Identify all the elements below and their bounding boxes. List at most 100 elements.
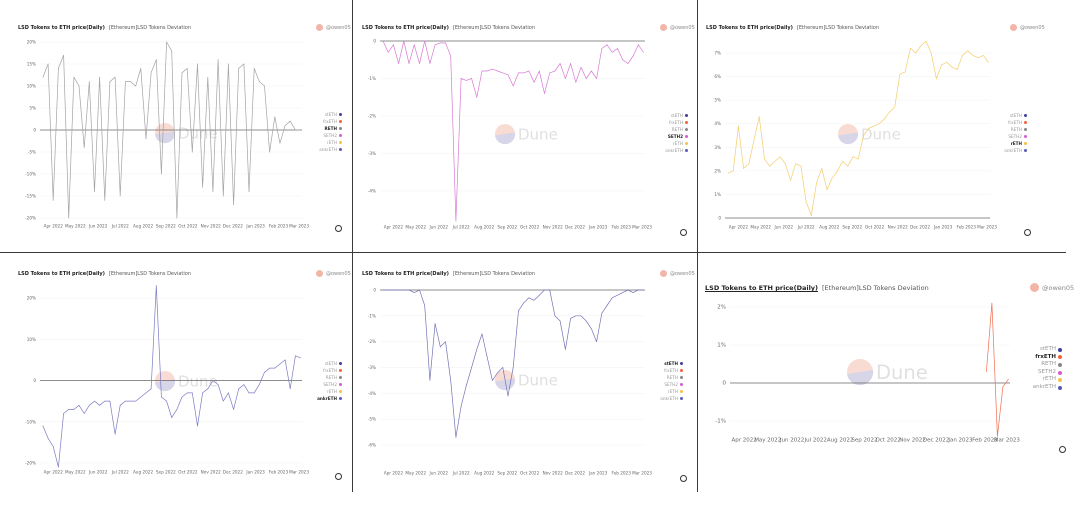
data-point — [873, 125, 875, 127]
data-point — [991, 302, 993, 304]
y-tick-label: -10% — [25, 172, 36, 177]
legend-item-steth[interactable]: stETH — [1033, 346, 1062, 354]
legend-item-reth[interactable]: rETH — [665, 140, 688, 147]
series-line-steth — [383, 289, 644, 438]
author-badge[interactable]: @owen05 — [316, 24, 351, 31]
chart-title[interactable]: LSD Tokens to ETH price(Daily) — [362, 25, 449, 31]
legend-item-reth[interactable]: rETH — [317, 388, 342, 395]
chart-title[interactable]: LSD Tokens to ETH price(Daily) — [705, 284, 819, 292]
author-badge[interactable]: @owen05 — [1010, 24, 1045, 31]
legend: stETH frxETH RETH SETH2 rETH ankrETH — [660, 360, 683, 402]
data-point — [831, 177, 833, 179]
author-badge[interactable]: @owen05 — [660, 270, 695, 277]
data-point — [962, 55, 963, 56]
data-point — [212, 380, 214, 381]
legend-item-frxeth[interactable]: frxETH — [319, 118, 342, 125]
data-point — [191, 392, 193, 394]
legend-item-ankreth[interactable]: ankrETH — [660, 395, 683, 402]
legend-label: SETH2 — [664, 382, 678, 387]
author-avatar — [660, 24, 667, 31]
chart-panel-seth2: Dune 0 -1% -2% -3% -4% Apr 2022 May 2022 Jun 202… — [353, 15, 697, 252]
legend-item-steth[interactable]: stETH — [319, 111, 342, 118]
legend-label: frxETH — [1008, 120, 1022, 125]
legend-dot — [339, 134, 342, 137]
watermark-text: Dune — [178, 125, 218, 143]
legend-item-reth[interactable]: rETH — [660, 388, 683, 395]
legend-item-ankreth[interactable]: ankrETH — [317, 395, 342, 402]
legend-item-reth[interactable]: RETH — [1004, 126, 1027, 133]
chart-title[interactable]: LSD Tokens to ETH price(Daily) — [18, 25, 105, 31]
data-point — [956, 69, 958, 70]
refresh-icon[interactable] — [1024, 229, 1031, 236]
dune-watermark: Dune — [847, 359, 928, 386]
x-tick-label: Apr 2022 — [384, 225, 404, 230]
legend-item-frxeth[interactable]: frxETH — [317, 367, 342, 374]
data-point — [197, 425, 198, 427]
legend-item-ankreth[interactable]: ankrETH — [665, 147, 688, 154]
legend-item-seth2[interactable]: SETH2 — [660, 381, 683, 388]
y-tick-label: 5% — [29, 106, 36, 111]
legend-item-reth[interactable]: RETH — [665, 126, 688, 133]
chart-title[interactable]: LSD Tokens to ETH price(Daily) — [18, 271, 105, 277]
data-point — [58, 466, 59, 468]
data-point — [533, 299, 535, 301]
refresh-icon[interactable] — [335, 225, 342, 232]
legend-item-ankreth[interactable]: ankrETH — [1004, 147, 1027, 154]
data-point — [910, 47, 911, 49]
legend-item-frxeth[interactable]: frxETH — [1004, 119, 1027, 126]
legend-item-reth[interactable]: rETH — [1004, 140, 1027, 147]
data-point — [114, 76, 116, 78]
author-badge[interactable]: @owen05 — [660, 24, 695, 31]
data-point — [523, 302, 525, 304]
refresh-icon[interactable] — [680, 475, 687, 482]
data-point — [413, 44, 415, 46]
legend-item-steth[interactable]: stETH — [660, 360, 683, 367]
chart-panel-reth: Dune 20% 15% 10% 5% 0 -5% -10% -15% -20% Apr 2022 M… — [0, 15, 352, 252]
x-tick-label: Mar 2023 — [632, 471, 652, 476]
refresh-icon[interactable] — [1059, 446, 1066, 453]
legend-label: RETH — [671, 127, 683, 132]
x-tick-label: Jan 2023 — [588, 225, 608, 230]
legend-item-reth[interactable]: rETH — [319, 139, 342, 146]
data-point — [382, 289, 384, 291]
legend-item-seth2[interactable]: SETH2 — [665, 133, 688, 140]
data-point — [207, 76, 209, 78]
data-point — [852, 156, 854, 158]
legend-item-frxeth[interactable]: frxETH — [665, 119, 688, 126]
refresh-icon[interactable] — [680, 229, 687, 236]
data-point — [253, 392, 255, 394]
legend-item-seth2[interactable]: SETH2 — [317, 381, 342, 388]
legend-item-steth[interactable]: stETH — [317, 360, 342, 367]
data-point — [915, 52, 916, 54]
legend-item-reth[interactable]: RETH — [1033, 361, 1062, 369]
legend-item-frxeth[interactable]: frxETH — [1033, 354, 1062, 362]
y-tick-label: 1% — [717, 343, 726, 349]
refresh-icon[interactable] — [335, 473, 342, 480]
data-point — [439, 42, 441, 44]
legend-item-seth2[interactable]: SETH2 — [319, 132, 342, 139]
legend-item-seth2[interactable]: SETH2 — [1004, 133, 1027, 140]
legend-label: SETH2 — [667, 134, 683, 139]
legend-item-ankreth[interactable]: ankrETH — [319, 146, 342, 153]
author-badge[interactable]: @owen05 — [316, 270, 351, 277]
legend-item-frxeth[interactable]: frxETH — [660, 367, 683, 374]
legend-item-reth[interactable]: rETH — [1033, 376, 1062, 384]
data-point — [533, 81, 535, 83]
legend-item-reth[interactable]: RETH — [319, 125, 342, 132]
legend-item-steth[interactable]: stETH — [1004, 112, 1027, 119]
author-name: @owen05 — [326, 24, 351, 31]
legend-item-ankreth[interactable]: ankrETH — [1033, 384, 1062, 392]
chart-title[interactable]: LSD Tokens to ETH price(Daily) — [362, 271, 449, 277]
legend-item-reth[interactable]: RETH — [660, 374, 683, 381]
data-point — [289, 388, 291, 390]
legend-item-reth[interactable]: RETH — [317, 374, 342, 381]
legend-item-steth[interactable]: stETH — [665, 112, 688, 119]
legend-item-seth2[interactable]: SETH2 — [1033, 369, 1062, 377]
legend-label: ankrETH — [319, 147, 337, 152]
data-point — [145, 138, 147, 140]
y-tick-label: 7% — [714, 51, 721, 56]
chart-title[interactable]: LSD Tokens to ETH price(Daily) — [706, 25, 793, 31]
data-point — [419, 289, 420, 291]
author-badge[interactable]: @owen05 — [1030, 283, 1074, 292]
data-point — [878, 123, 880, 125]
